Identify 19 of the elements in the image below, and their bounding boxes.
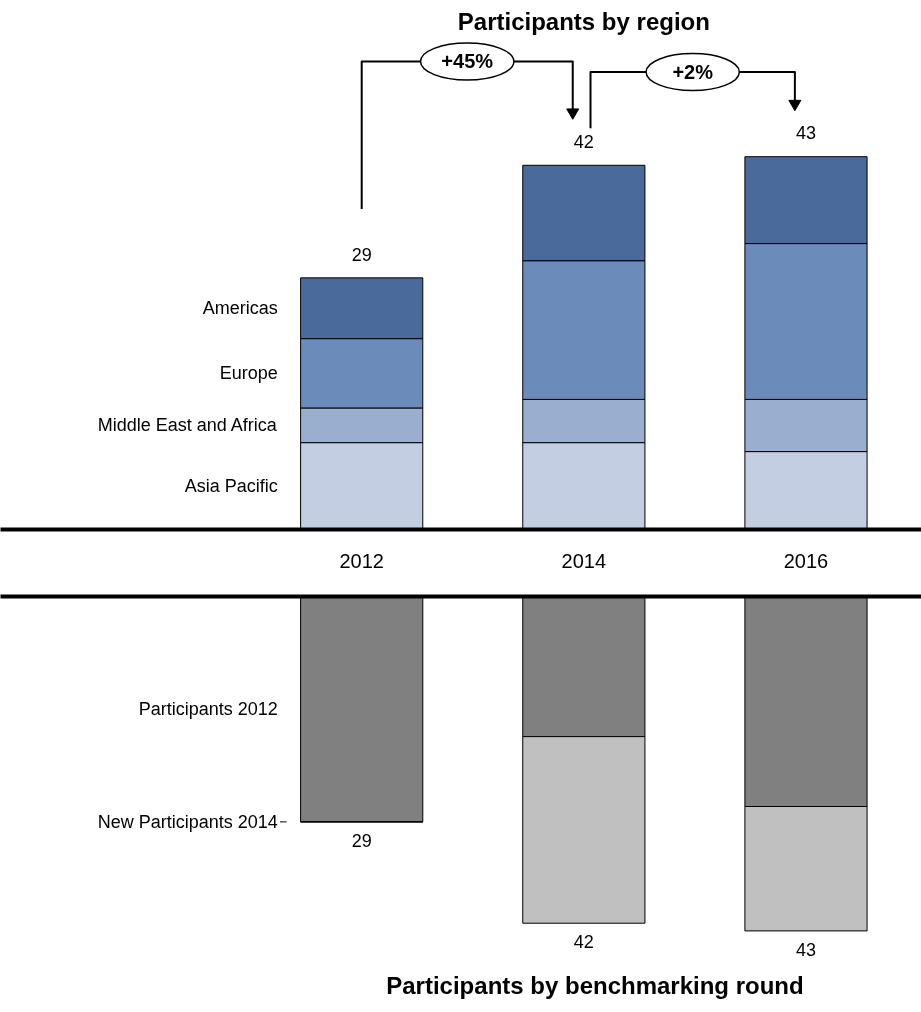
annotation: 42 xyxy=(573,131,594,152)
text: +45% xyxy=(441,50,494,73)
series-label: Americas xyxy=(202,298,278,319)
annotation: 43 xyxy=(795,940,817,961)
annotation: 43 xyxy=(795,123,817,144)
series-label: Asia Pacific xyxy=(184,476,278,497)
x-tick-label: 2016 xyxy=(783,549,829,572)
x-tick-label: 2014 xyxy=(561,549,607,572)
annotation: 29 xyxy=(351,831,372,852)
series-label: Middle East and Africa xyxy=(97,415,278,436)
chart-title: Participants by region xyxy=(457,8,710,36)
x-tick-label: 2012 xyxy=(339,549,384,572)
text: +2% xyxy=(672,61,714,84)
series-label: Participants 2012 xyxy=(138,699,278,720)
text: Participants by benchmarking round xyxy=(386,971,804,999)
annotation: 42 xyxy=(573,932,594,953)
series-label: Europe xyxy=(219,363,278,384)
legend-label: New Participants 2014 xyxy=(97,811,278,832)
annotation: 29 xyxy=(351,244,372,265)
